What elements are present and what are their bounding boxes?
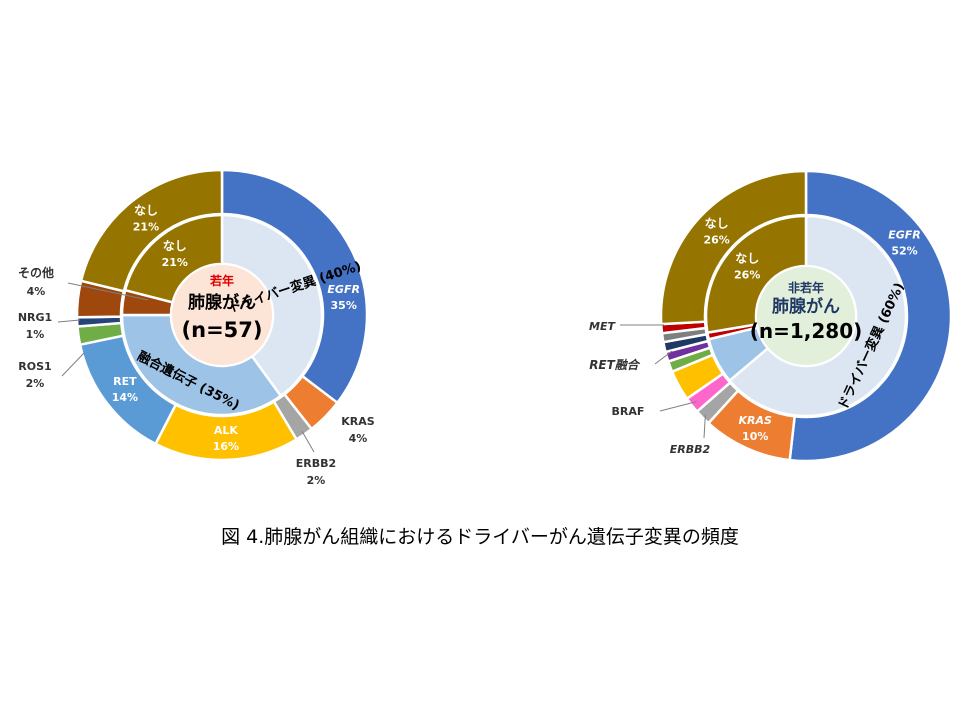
- pct-alk: 16%: [213, 440, 239, 453]
- label-egfr: EGFR: [327, 283, 360, 296]
- leader-other: [67, 282, 149, 301]
- pct-nrg1: 1%: [26, 328, 45, 341]
- inner-slice-none: [704, 214, 808, 335]
- label-kras: KRAS: [341, 415, 375, 428]
- center-top: 若年: [209, 273, 234, 288]
- pct-egfr: 35%: [331, 299, 357, 312]
- center-top: 非若年: [788, 280, 824, 295]
- inner-slice-fusion: [120, 313, 283, 417]
- inner-slice-none: [123, 213, 224, 304]
- inner-pct-none: 26%: [734, 268, 760, 281]
- inner-pct-none: 21%: [162, 256, 188, 269]
- pct-ret: 14%: [112, 391, 138, 404]
- leader-braf: [659, 401, 697, 412]
- pct-egfr: 52%: [891, 244, 917, 257]
- center-n: (n=1,280): [750, 319, 863, 343]
- label-alk: ALK: [214, 424, 239, 437]
- label-none: なし: [705, 217, 729, 231]
- center-n: (n=57): [182, 318, 263, 342]
- label-nrg1: NRG1: [18, 311, 52, 324]
- pct-none: 26%: [703, 234, 729, 247]
- label-kras: KRAS: [739, 414, 773, 427]
- pct-kras: 4%: [349, 432, 368, 445]
- label-ros1: ROS1: [18, 360, 51, 373]
- leader-ros1: [61, 352, 85, 377]
- inner-label-none: なし: [735, 251, 759, 265]
- center-main: 肺腺がん: [188, 292, 256, 313]
- leader-ret: [654, 350, 673, 365]
- label-other: その他: [18, 265, 54, 280]
- leader-nrg1: [57, 319, 81, 323]
- center-main: 肺腺がん: [772, 296, 840, 317]
- inner-slice-driver: [727, 214, 908, 418]
- figure-caption: 図 4.肺腺がん組織におけるドライバーがん遺伝子変異の頻度: [221, 526, 739, 548]
- pct-none: 21%: [133, 220, 159, 233]
- label-ret: RET: [113, 375, 137, 388]
- pct-kras: 10%: [742, 430, 768, 443]
- inner-slice-driver: [220, 213, 324, 398]
- center-circle: [757, 267, 855, 365]
- label-ret-fusion: RET融合: [589, 358, 641, 372]
- leader-erbb2: [703, 414, 706, 439]
- inner-label-none: なし: [163, 239, 187, 253]
- pct-other: 4%: [27, 285, 46, 298]
- pct-ros1: 2%: [26, 377, 45, 390]
- leader-erbb2: [301, 430, 315, 453]
- label-met: MET: [589, 320, 616, 333]
- center-circle: [172, 265, 272, 365]
- label-none: なし: [134, 203, 158, 217]
- label-erbb2: ERBB2: [670, 443, 711, 456]
- label-egfr: EGFR: [888, 228, 921, 241]
- label-braf: BRAF: [612, 405, 645, 418]
- label-erbb2: ERBB2: [296, 457, 336, 470]
- pct-erbb2: 2%: [307, 474, 326, 487]
